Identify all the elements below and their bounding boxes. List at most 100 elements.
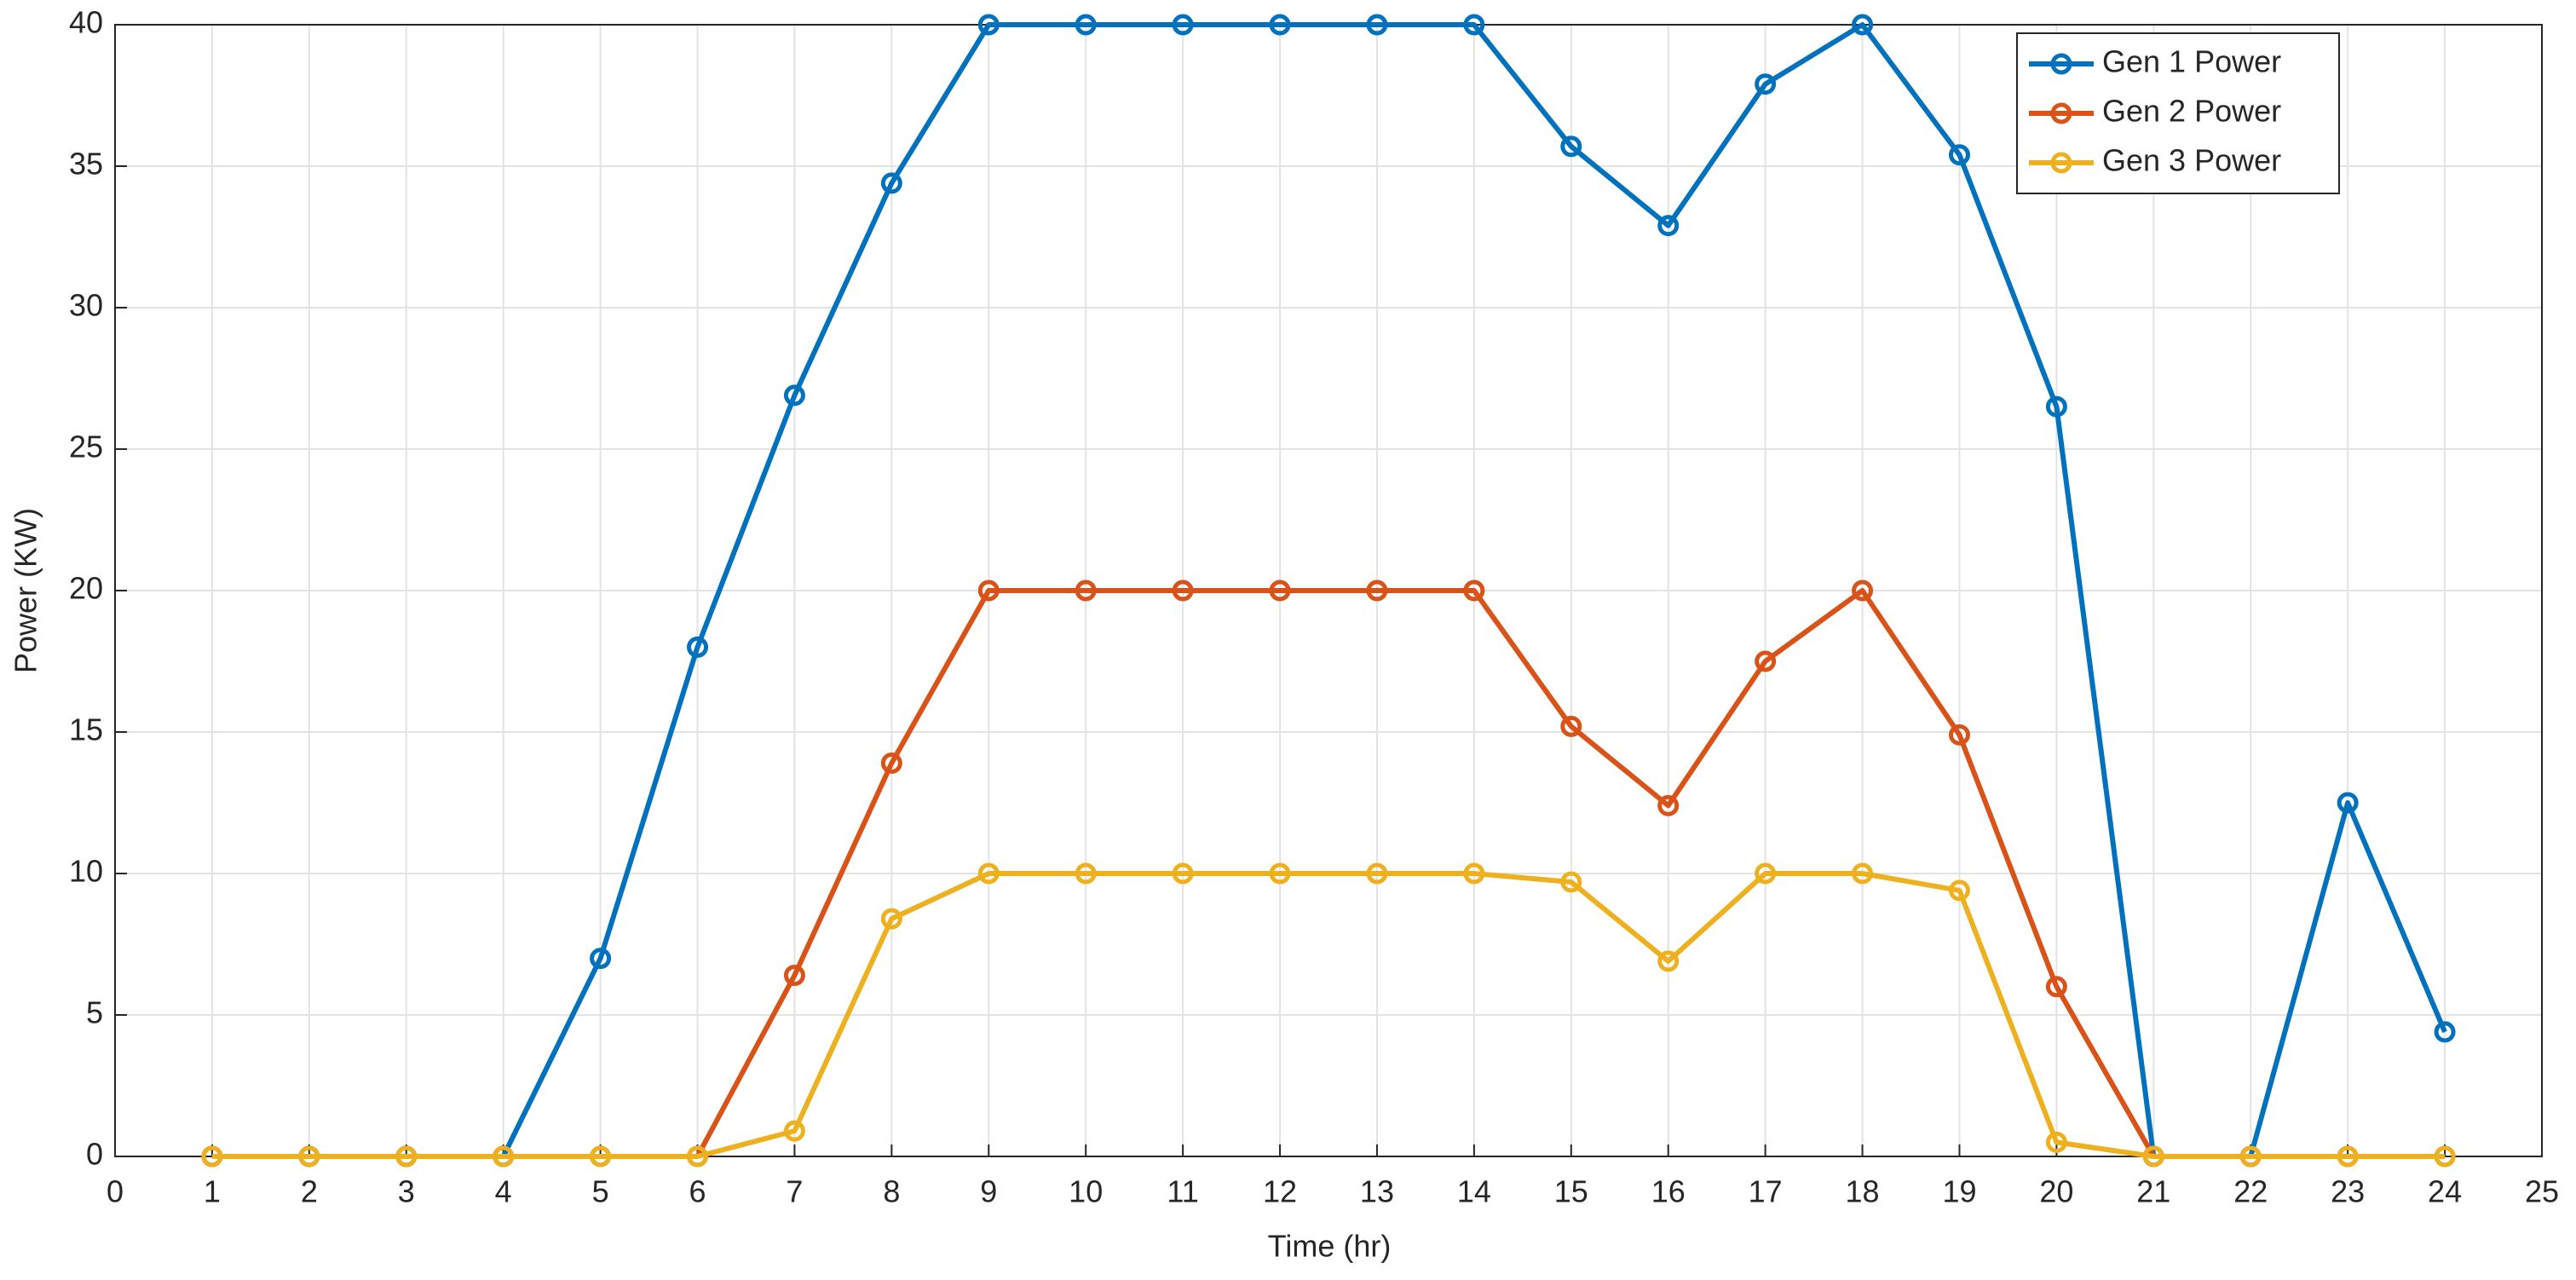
legend-marker <box>2050 53 2072 75</box>
x-tick-label: 8 <box>883 1174 900 1209</box>
data-point <box>1269 579 1291 602</box>
y-tick-label: 25 <box>69 430 103 464</box>
data-point <box>687 636 709 658</box>
data-point <box>1269 14 1291 36</box>
x-tick-label: 24 <box>2428 1174 2462 1209</box>
data-point <box>977 14 1000 36</box>
data-point <box>1852 14 1874 36</box>
x-tick-label: 17 <box>1749 1174 1783 1209</box>
data-point <box>880 172 902 194</box>
x-tick-label: 5 <box>592 1174 609 1209</box>
data-point <box>1948 144 1970 166</box>
data-point <box>298 1145 320 1168</box>
legend: Gen 1 Power Gen 2 Power Gen 3 Power <box>2016 32 2340 194</box>
y-tick-label: 20 <box>69 571 103 606</box>
data-point <box>2142 1145 2164 1168</box>
data-point <box>783 965 805 987</box>
legend-marker <box>2050 102 2072 124</box>
x-tick-label: 23 <box>2331 1174 2365 1209</box>
x-tick-label: 9 <box>980 1174 997 1209</box>
x-axis-label: Time (hr) <box>1268 1229 1392 1264</box>
data-point <box>2045 395 2067 418</box>
x-tick-label: 7 <box>786 1174 803 1209</box>
legend-label: Gen 2 Power <box>2102 94 2281 129</box>
y-tick-label: 30 <box>69 288 103 323</box>
data-point <box>880 752 902 775</box>
data-point <box>1075 14 1097 36</box>
x-tick-label: 21 <box>2136 1174 2170 1209</box>
data-point <box>1075 862 1097 885</box>
x-tick-label: 22 <box>2233 1174 2268 1209</box>
x-tick-label: 6 <box>689 1174 706 1209</box>
data-point <box>1852 579 1874 602</box>
data-point <box>783 384 805 406</box>
data-point <box>1366 862 1388 885</box>
data-point <box>1366 579 1388 602</box>
data-point <box>1172 579 1194 602</box>
data-point <box>1463 14 1485 36</box>
data-point <box>1948 879 1970 902</box>
x-tick-label: 1 <box>204 1174 221 1209</box>
data-point <box>395 1145 418 1168</box>
y-tick-label: 5 <box>86 995 103 1030</box>
data-point <box>2434 1145 2456 1168</box>
data-point <box>1172 14 1194 36</box>
data-point <box>1657 215 1680 237</box>
x-tick-label: 4 <box>495 1174 512 1209</box>
data-point <box>2045 1131 2067 1153</box>
data-point <box>1366 14 1388 36</box>
data-point <box>1269 862 1291 885</box>
data-point <box>687 1145 709 1168</box>
data-point <box>1657 794 1680 816</box>
x-tick-label: 13 <box>1360 1174 1394 1209</box>
x-tick-label: 20 <box>2039 1174 2073 1209</box>
series-line <box>211 22 2447 1159</box>
x-tick-label: 14 <box>1457 1174 1491 1209</box>
y-tick-label: 15 <box>69 712 103 747</box>
data-point <box>1657 950 1680 972</box>
y-tick-label: 0 <box>86 1137 103 1172</box>
data-point <box>1852 862 1874 885</box>
data-point <box>783 1120 805 1142</box>
data-point <box>1463 579 1485 602</box>
series-line <box>211 871 2446 1159</box>
data-point <box>1755 650 1777 672</box>
y-tick-label: 10 <box>69 854 103 889</box>
data-point <box>977 579 1000 602</box>
data-point <box>2045 976 2067 998</box>
legend-label: Gen 1 Power <box>2102 44 2281 79</box>
x-tick-label: 16 <box>1651 1174 1686 1209</box>
data-point <box>2337 792 2359 814</box>
data-point <box>1560 135 1582 158</box>
data-point <box>2239 1145 2262 1168</box>
data-point <box>1948 724 1970 746</box>
x-tick-label: 3 <box>398 1174 415 1209</box>
y-axis-label: Power (KW) <box>9 508 43 673</box>
data-point <box>590 948 612 970</box>
data-point <box>590 1145 612 1168</box>
legend-marker <box>2050 152 2072 174</box>
y-tick-label: 40 <box>69 5 103 40</box>
data-point <box>1463 862 1485 885</box>
data-point <box>2337 1145 2359 1168</box>
x-tick-label: 2 <box>301 1174 318 1209</box>
x-tick-label: 19 <box>1942 1174 1976 1209</box>
data-point <box>201 1145 223 1168</box>
x-tick-label: 25 <box>2525 1174 2559 1209</box>
legend-label: Gen 3 Power <box>2102 143 2281 178</box>
data-point <box>880 908 902 930</box>
data-point <box>2434 1021 2456 1043</box>
x-tick-label: 12 <box>1263 1174 1297 1209</box>
x-tick-label: 0 <box>107 1174 124 1209</box>
data-point <box>977 862 1000 885</box>
y-tick-label: 35 <box>69 147 103 182</box>
x-tick-label: 18 <box>1846 1174 1880 1209</box>
data-point <box>1560 871 1582 893</box>
data-point <box>1755 73 1777 95</box>
x-tick-label: 10 <box>1069 1174 1103 1209</box>
data-point <box>1172 862 1194 885</box>
data-point <box>493 1145 515 1168</box>
x-tick-label: 11 <box>1167 1174 1198 1209</box>
data-point <box>1560 715 1582 737</box>
